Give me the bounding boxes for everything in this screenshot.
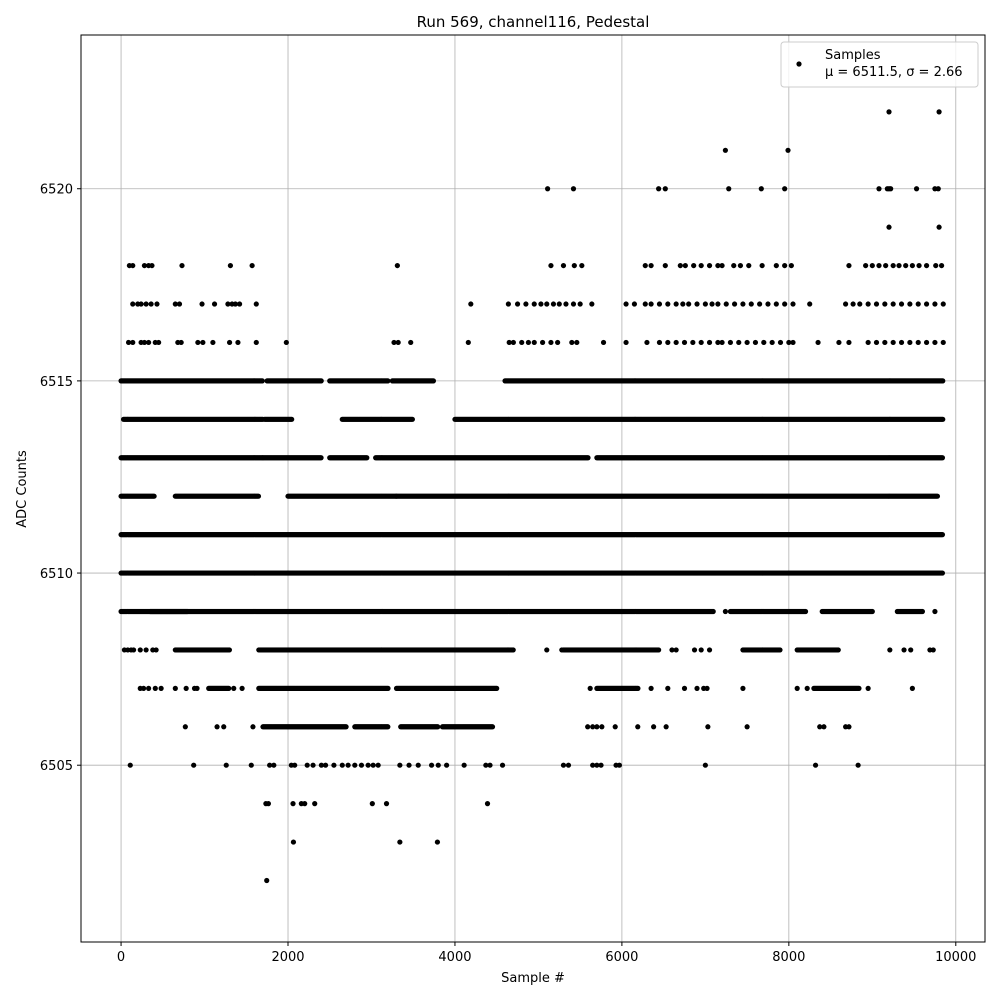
data-point bbox=[939, 532, 946, 538]
data-point bbox=[409, 416, 415, 422]
data-point bbox=[939, 570, 946, 576]
data-point bbox=[318, 455, 324, 461]
data-points bbox=[118, 109, 946, 884]
data-point bbox=[939, 455, 946, 461]
data-point bbox=[934, 493, 941, 499]
data-point bbox=[151, 493, 157, 499]
data-point bbox=[940, 378, 946, 384]
data-point bbox=[940, 416, 946, 422]
data-point bbox=[255, 493, 262, 499]
data-point bbox=[430, 378, 437, 384]
data-point bbox=[385, 378, 391, 384]
data-point bbox=[289, 416, 295, 422]
data-point bbox=[585, 455, 591, 461]
data-point bbox=[259, 378, 265, 384]
data-point bbox=[318, 378, 324, 384]
data-point bbox=[364, 455, 370, 461]
